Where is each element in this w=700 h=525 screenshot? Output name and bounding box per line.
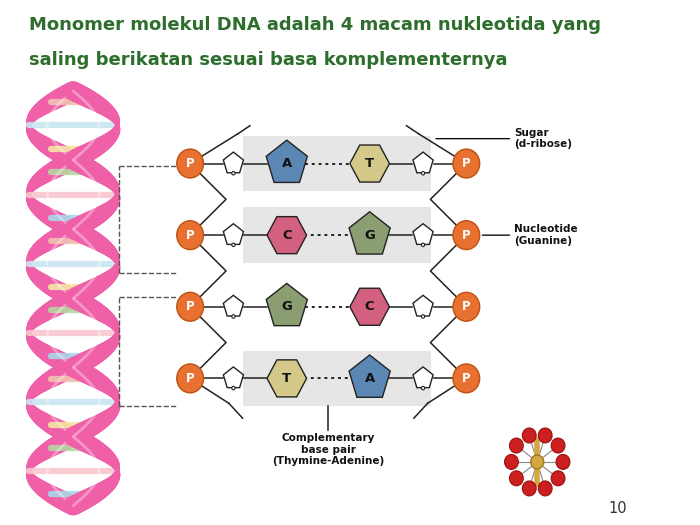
Circle shape (531, 455, 544, 469)
Text: saling berikatan sesuai basa komplementernya: saling berikatan sesuai basa komplemente… (29, 51, 507, 69)
Text: C: C (282, 229, 292, 242)
Text: P: P (462, 372, 470, 385)
Text: P: P (186, 229, 195, 242)
Text: 10: 10 (609, 501, 627, 516)
Polygon shape (267, 217, 307, 254)
Text: P: P (462, 229, 470, 242)
Polygon shape (349, 355, 390, 397)
FancyBboxPatch shape (243, 351, 431, 406)
Circle shape (538, 428, 552, 443)
FancyBboxPatch shape (243, 207, 431, 263)
Polygon shape (266, 140, 307, 183)
Polygon shape (223, 152, 244, 173)
Circle shape (453, 220, 480, 249)
FancyBboxPatch shape (243, 135, 431, 192)
Text: A: A (365, 372, 374, 385)
Circle shape (510, 471, 524, 486)
Text: A: A (281, 157, 292, 170)
Circle shape (421, 172, 425, 175)
Text: G: G (281, 300, 292, 313)
Circle shape (551, 438, 565, 453)
Circle shape (421, 315, 425, 318)
Circle shape (232, 386, 235, 390)
Polygon shape (223, 367, 244, 387)
Text: Monomer molekul DNA adalah 4 macam nukleotida yang: Monomer molekul DNA adalah 4 macam nukle… (29, 16, 601, 34)
Circle shape (510, 438, 524, 453)
Circle shape (177, 149, 204, 178)
Circle shape (522, 481, 536, 496)
Text: P: P (462, 157, 470, 170)
Polygon shape (223, 296, 244, 316)
Text: Sugar
(d-ribose): Sugar (d-ribose) (514, 128, 572, 150)
Polygon shape (413, 296, 433, 316)
Text: P: P (186, 372, 195, 385)
Circle shape (453, 292, 480, 321)
Circle shape (522, 428, 536, 443)
Circle shape (177, 292, 204, 321)
Circle shape (538, 481, 552, 496)
Circle shape (453, 364, 480, 393)
Circle shape (551, 471, 565, 486)
Polygon shape (267, 360, 307, 397)
Circle shape (177, 364, 204, 393)
Text: C: C (365, 300, 374, 313)
Circle shape (232, 172, 235, 175)
Polygon shape (350, 145, 389, 182)
Text: T: T (365, 157, 375, 170)
Polygon shape (413, 152, 433, 173)
Polygon shape (413, 367, 433, 387)
Circle shape (232, 243, 235, 247)
Polygon shape (413, 224, 433, 245)
Polygon shape (349, 212, 390, 254)
Circle shape (177, 220, 204, 249)
Polygon shape (350, 288, 389, 326)
Text: T: T (282, 372, 291, 385)
Polygon shape (223, 224, 244, 245)
Text: Complementary
base pair
(Thymine-Adenine): Complementary base pair (Thymine-Adenine… (272, 433, 384, 466)
Circle shape (453, 149, 480, 178)
Text: P: P (462, 300, 470, 313)
Text: Nucleotide
(Guanine): Nucleotide (Guanine) (514, 224, 578, 246)
Circle shape (556, 455, 570, 469)
Text: P: P (186, 300, 195, 313)
Text: G: G (364, 229, 375, 242)
Polygon shape (266, 284, 307, 326)
Circle shape (505, 455, 518, 469)
Circle shape (421, 243, 425, 247)
Circle shape (232, 315, 235, 318)
Circle shape (421, 386, 425, 390)
Text: P: P (186, 157, 195, 170)
